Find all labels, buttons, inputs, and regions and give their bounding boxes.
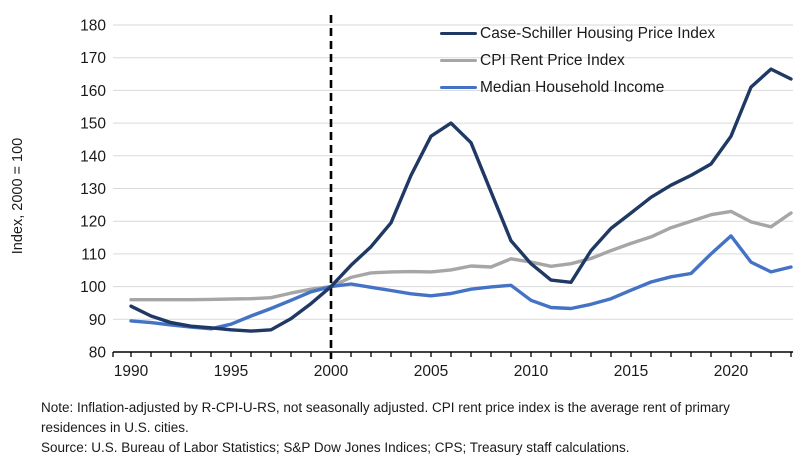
chart-notes: Note: Inflation-adjusted by R-CPI-U-RS, … [41,398,741,458]
y-tick-label: 110 [81,246,106,263]
y-tick-label: 100 [80,279,106,296]
y-tick-label: 90 [89,312,107,329]
x-tick-label: 1995 [214,363,248,380]
legend-item: CPI Rent Price Index [440,47,715,74]
x-tick-label: 2015 [614,363,648,380]
legend-label: Case-Schiller Housing Price Index [480,24,716,42]
y-axis-title: Index, 2000 = 100 [10,137,26,255]
y-tick-label: 170 [80,50,106,67]
legend-label: Median Household Income [480,78,665,96]
y-tick-label: 80 [89,345,107,362]
y-tick-label: 120 [80,214,106,231]
legend-item: Median Household Income [440,74,715,101]
legend-line-swatch [440,31,477,36]
x-tick-label: 2005 [414,363,448,380]
y-tick-label: 130 [80,181,106,198]
y-tick-label: 180 [80,18,106,35]
source-text: Source: U.S. Bureau of Labor Statistics;… [41,440,630,455]
x-tick-label: 2020 [714,363,749,380]
y-tick-label: 150 [80,116,106,133]
x-tick-label: 2000 [314,363,349,380]
legend-item: Case-Schiller Housing Price Index [440,20,715,47]
series-line-3 [129,234,793,331]
y-tick-label: 140 [80,148,106,165]
legend-line-swatch [440,85,477,90]
gridlines [113,24,793,320]
legend-label: CPI Rent Price Index [480,51,625,69]
legend-line-swatch [440,58,477,63]
chart-legend: Case-Schiller Housing Price Index CPI Ren… [440,20,715,101]
chart-canvas: 80 90 100 110 120 130 140 150 160 170 180 1990 1995 2… [80,15,793,380]
note-text: Note: Inflation-adjusted by R-CPI-U-RS, … [41,400,730,435]
y-tick-labels: 80 90 100 110 120 130 140 150 160 170 180 [80,18,106,362]
x-axis [112,351,793,357]
y-tick-label: 160 [80,83,106,100]
x-tick-labels: 1990 1995 2000 2005 2010 2015 2020 [114,363,749,380]
line-chart: 80 90 100 110 120 130 140 150 160 170 180 1990 1995 2… [10,15,793,380]
series-line-2 [129,209,793,302]
x-tick-label: 2010 [514,363,549,380]
x-tick-label: 1990 [114,363,149,380]
series-line-1 [129,67,793,333]
